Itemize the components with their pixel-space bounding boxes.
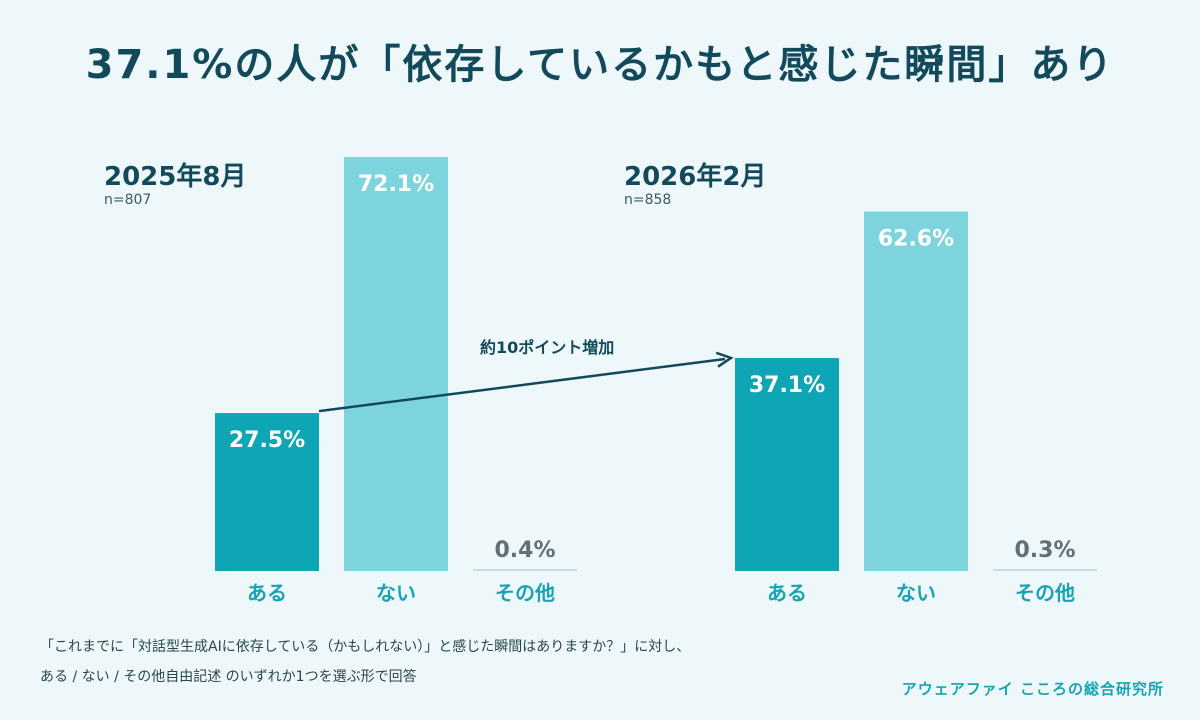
bar-0-1 (344, 157, 448, 571)
bar-1-1 (864, 211, 968, 571)
increase-annotation: 約10ポイント増加 (480, 338, 615, 357)
panel-title-2026: 2026年2月 (624, 162, 767, 192)
value-label-0-1: 72.1% (358, 172, 434, 197)
footnote-line-1: 「これまでに「対話型生成AIに依存している（かもしれない）」と感じた瞬間はありま… (40, 639, 691, 655)
value-label-0-2: 0.4% (494, 538, 555, 563)
bar-1-2 (993, 569, 1097, 571)
value-label-1-2: 0.3% (1014, 538, 1075, 563)
brand-name: アウェアファイ こころの総合研究所 (901, 680, 1164, 698)
value-label-1-1: 62.6% (878, 227, 954, 252)
category-label-1-0: ある (767, 581, 807, 605)
sample-size-2026: n=858 (624, 192, 672, 208)
footnote-line-2: ある / ない / その他自由記述 のいずれか1つを選ぶ形で回答 (40, 669, 417, 685)
panel-title-2025: 2025年8月 (104, 162, 247, 192)
bar-1-0 (735, 357, 839, 571)
category-label-0-2: その他 (495, 581, 555, 605)
bar-0-2 (473, 569, 577, 571)
increase-arrow-line (318, 357, 726, 413)
bar-0-0 (215, 413, 319, 571)
category-label-1-2: その他 (1015, 581, 1075, 605)
category-label-1-1: ない (896, 581, 936, 605)
value-label-1-0: 37.1% (749, 373, 825, 398)
category-label-0-0: ある (247, 581, 287, 605)
category-label-0-1: ない (376, 581, 416, 605)
page-title: 37.1%の人が「依存しているかもと感じた瞬間」あり (85, 42, 1115, 88)
sample-size-2025: n=807 (104, 192, 152, 208)
increase-arrow-head (715, 351, 734, 368)
value-label-0-0: 27.5% (229, 428, 305, 453)
